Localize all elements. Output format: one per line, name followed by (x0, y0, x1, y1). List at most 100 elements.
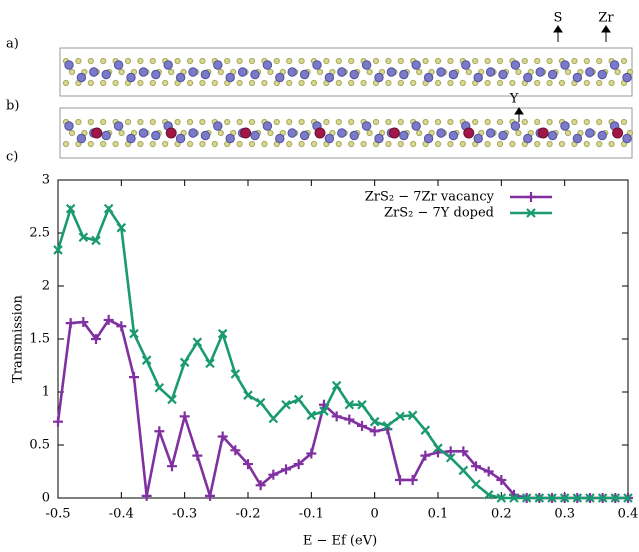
y-tick-label: 1.5 (29, 332, 50, 347)
sulfur-atom (360, 140, 367, 148)
zr-atom (188, 67, 198, 77)
zr-atom (510, 121, 521, 131)
zr-atom (126, 72, 136, 83)
data-point (509, 493, 519, 503)
plot-frame (57, 179, 629, 499)
zr-atom (250, 130, 260, 141)
legend-marker (526, 192, 536, 202)
sulfur-atom (112, 79, 119, 87)
zr-atom (151, 130, 161, 141)
sulfur-atom (211, 79, 218, 87)
sulfur-atom (416, 68, 423, 76)
data-point (306, 448, 317, 459)
sulfur-atom (608, 79, 615, 87)
zr-atom (386, 67, 397, 77)
sulfur-atom (484, 79, 491, 87)
sulfur-atom (298, 118, 305, 126)
data-point (407, 474, 418, 485)
zr-atom (299, 69, 310, 80)
data-point (205, 358, 215, 369)
data-point (420, 450, 431, 461)
data-point (445, 452, 456, 463)
sulfur-atom (273, 118, 280, 126)
zr-atom (423, 133, 434, 144)
sulfur-atom (366, 68, 373, 76)
sulfur-atom (596, 57, 603, 65)
sulfur-atom (137, 57, 144, 65)
sulfur-atom (162, 79, 169, 87)
sulfur-atom (199, 140, 206, 148)
data-point (53, 245, 63, 255)
sulfur-atom (534, 118, 541, 126)
sulfur-atom (286, 118, 293, 126)
data-point (78, 232, 89, 243)
zr-atom (262, 60, 273, 70)
sulfur-atom (186, 79, 194, 87)
zr-atom (101, 69, 111, 80)
zr-atom (361, 60, 372, 70)
sulfur-atom (515, 129, 522, 137)
sulfur-atom (236, 140, 243, 148)
sulfur-atom (286, 79, 293, 87)
data-point (610, 493, 621, 503)
data-point (357, 420, 367, 431)
zr-atom (64, 60, 74, 70)
x-tick-label: -0.1 (299, 507, 324, 522)
sulfur-atom (385, 140, 392, 148)
sulfur-atom (546, 57, 553, 65)
data-point (458, 446, 469, 457)
sulfur-atom (608, 140, 615, 148)
sulfur-atom (298, 57, 305, 65)
sulfur-atom (199, 57, 206, 65)
atom-label: Y (509, 92, 519, 107)
sulfur-atom (261, 79, 268, 87)
zr-atom (448, 130, 459, 141)
data-point (407, 410, 418, 421)
data-point (369, 426, 380, 437)
sulfur-atom (534, 79, 541, 87)
zr-atom (448, 69, 459, 80)
sulfur-atom (261, 140, 268, 148)
sulfur-atom (174, 57, 181, 65)
sulfur-atom (248, 118, 256, 126)
data-point (141, 355, 152, 365)
x-tick-label: -0.2 (235, 507, 260, 522)
sulfur-atom (496, 79, 504, 87)
zr-atom (423, 72, 434, 83)
sulfur-atom (87, 140, 94, 148)
zr-atom (324, 133, 335, 144)
sulfur-atom (596, 79, 603, 87)
data-point (344, 399, 355, 410)
x-tick-label: -0.3 (172, 507, 197, 522)
y-atom (612, 127, 624, 139)
atom-label: S (554, 11, 563, 26)
sulfur-atom (360, 79, 367, 87)
data-point (395, 411, 405, 422)
sulfur-atom (186, 140, 194, 148)
sulfur-atom (335, 57, 342, 65)
zr-atom (535, 67, 545, 77)
zr-atom (287, 67, 297, 77)
sulfur-atom (564, 129, 572, 137)
zr-atom (349, 130, 359, 141)
sulfur-atom (348, 57, 355, 65)
zr-atom (113, 121, 124, 131)
sulfur-atom (224, 57, 231, 65)
sulfur-atom (410, 140, 417, 148)
zr-atom (585, 128, 595, 138)
sulfur-atom (397, 57, 404, 65)
sulfur-atom (447, 140, 454, 148)
data-point (255, 397, 266, 408)
sulfur-atom (564, 68, 572, 76)
zr-atom (461, 60, 471, 70)
sulfur-atom (137, 79, 144, 87)
sulfur-atom (459, 79, 466, 87)
zr-atom (126, 133, 136, 144)
data-point (268, 413, 279, 424)
y-atom (165, 127, 177, 139)
data-point (572, 493, 583, 503)
data-point (534, 493, 545, 503)
sulfur-atom (385, 57, 392, 65)
data-point (281, 464, 291, 475)
sulfur-atom (211, 140, 218, 148)
